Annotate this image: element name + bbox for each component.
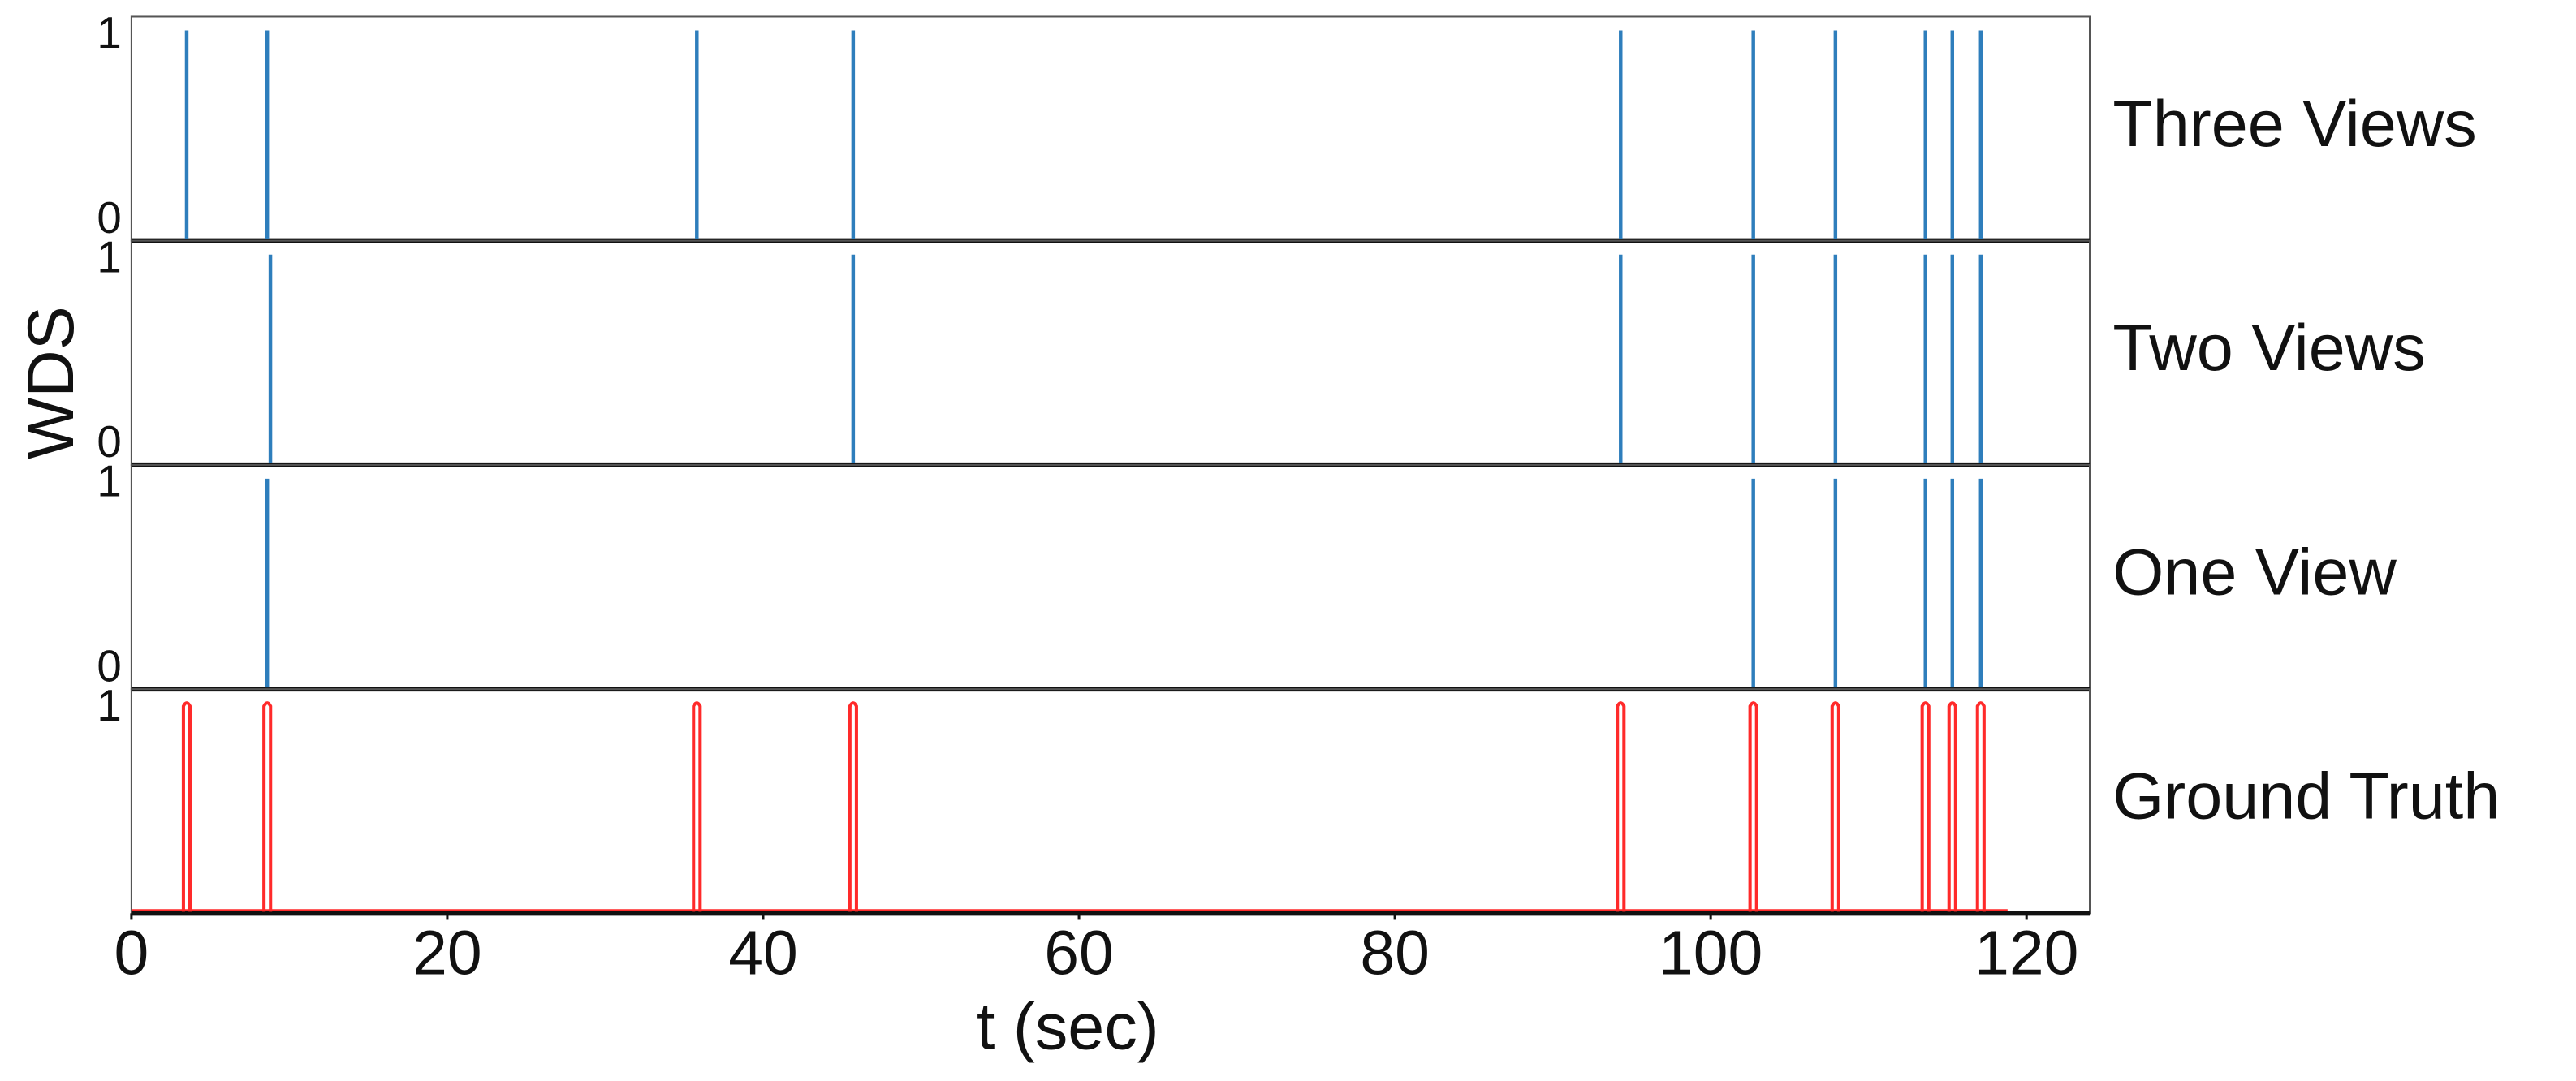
x-tick-label: 0 xyxy=(114,918,149,988)
panel-label: Ground Truth xyxy=(2112,760,2500,833)
y-tick-label: 1 xyxy=(97,457,121,506)
panel-frame xyxy=(130,463,2091,691)
pulse xyxy=(848,701,858,912)
x-tick-label: 100 xyxy=(1659,918,1763,988)
y-tick-label: 0 xyxy=(97,193,121,243)
pulse xyxy=(692,701,702,912)
panel-label: Two Views xyxy=(2112,312,2425,385)
pulse xyxy=(1616,701,1626,912)
y-tick-label: 0 xyxy=(97,641,121,691)
pulse xyxy=(1975,701,1986,912)
y-tick-label: 0 xyxy=(97,417,121,467)
pulse xyxy=(1920,701,1931,912)
pulse xyxy=(1830,701,1840,912)
panel-label: One View xyxy=(2112,536,2397,609)
pulse xyxy=(1947,701,1957,912)
panel-frame xyxy=(130,15,2091,242)
pulse xyxy=(262,701,273,912)
panel-label: Three Views xyxy=(2112,88,2476,161)
pulse xyxy=(181,701,192,912)
panel-frame xyxy=(130,239,2091,466)
panel-frame xyxy=(130,688,2091,915)
y-tick-label: 1 xyxy=(97,232,121,282)
x-tick-label: 120 xyxy=(1974,918,2078,988)
x-tick-label: 80 xyxy=(1360,918,1430,988)
x-tick-label: 40 xyxy=(728,918,798,988)
x-tick-label: 20 xyxy=(412,918,482,988)
y-tick-label: 1 xyxy=(97,8,121,58)
pulse xyxy=(1748,701,1758,912)
y-tick-label: 1 xyxy=(97,681,121,730)
x-axis-label: t (sec) xyxy=(977,990,1159,1063)
y-axis-label: WDS xyxy=(15,306,88,459)
x-tick-label: 60 xyxy=(1044,918,1114,988)
